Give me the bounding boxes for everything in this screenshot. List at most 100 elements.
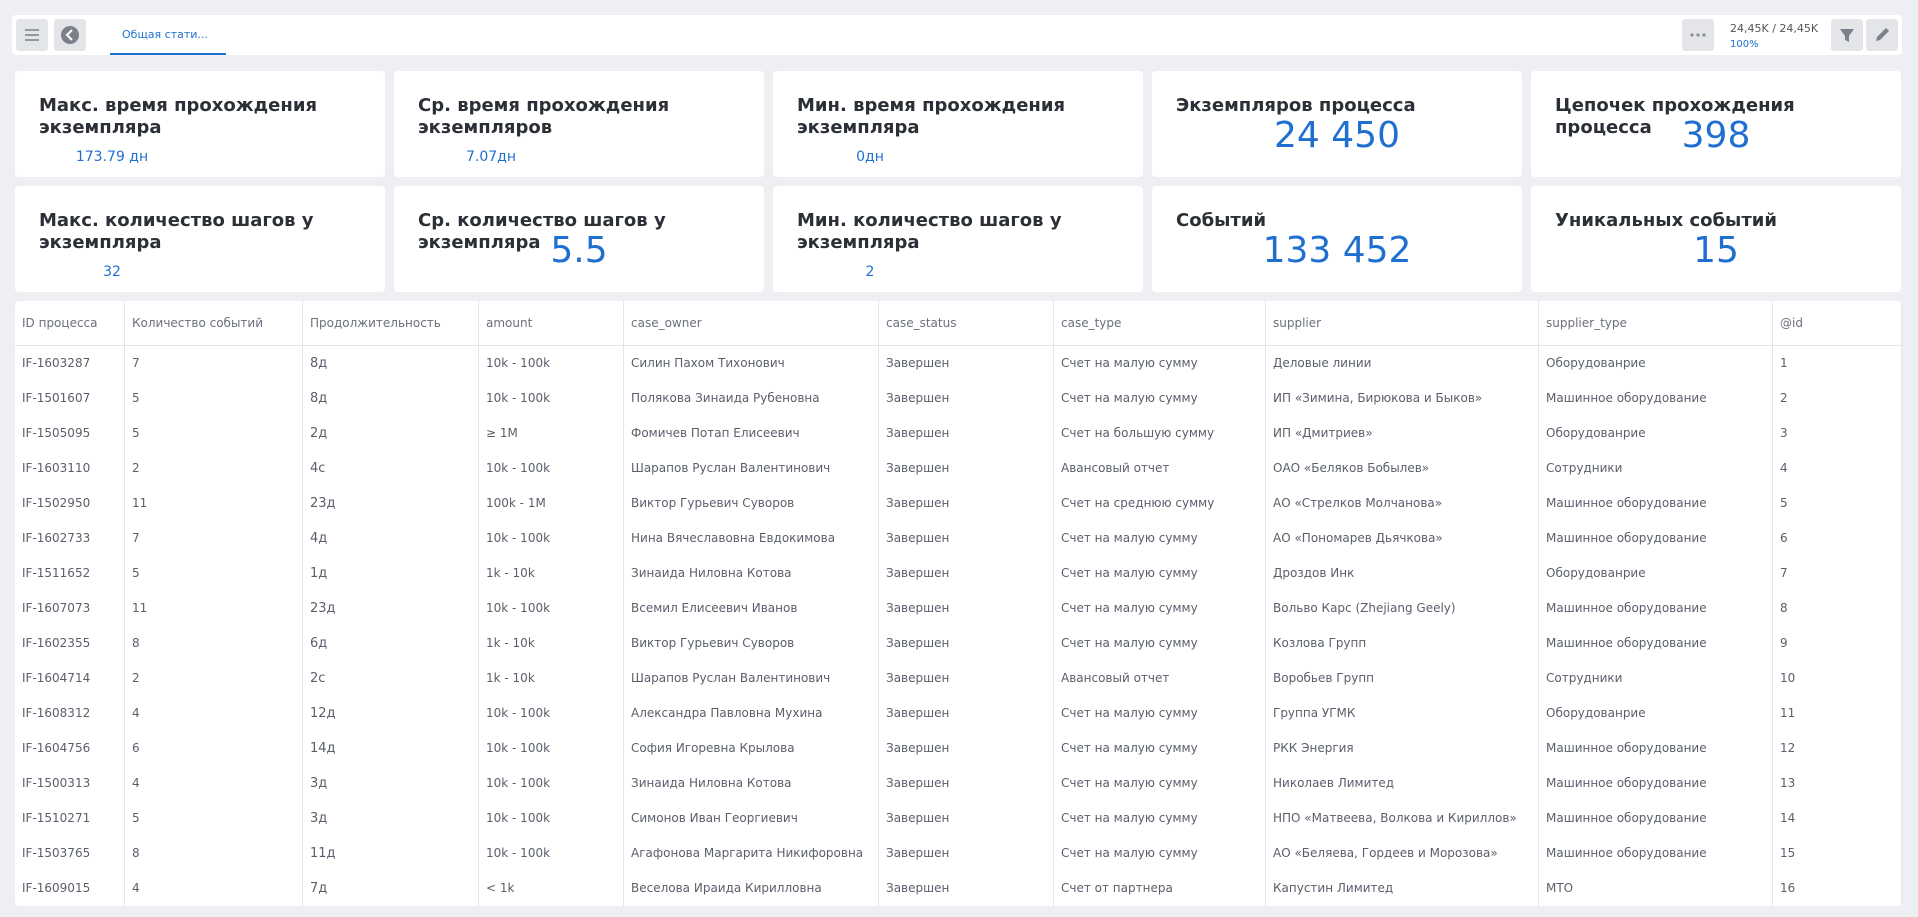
- table-cell: 23д: [303, 486, 479, 521]
- table-cell: 10k - 100k: [479, 346, 624, 381]
- counter: 24,45K / 24,45K 100%: [1722, 15, 1820, 55]
- table-cell: Завершен: [879, 836, 1054, 871]
- table-cell: Капустин Лимитед: [1266, 871, 1539, 906]
- kpi-card: Ср. время прохождения экземпляров 7.07дн: [394, 71, 764, 177]
- filter-button[interactable]: [1831, 19, 1863, 51]
- table-cell: Авансовый отчет: [1054, 661, 1266, 696]
- table-cell: Счет на среднюю сумму: [1054, 486, 1266, 521]
- table-cell: 3д: [303, 801, 479, 836]
- table-cell: Счет на малую сумму: [1054, 591, 1266, 626]
- table-cell: Машинное оборудование: [1539, 836, 1773, 871]
- table-cell: Полякова Зинаида Рубеновна: [624, 381, 879, 416]
- filter-icon: [1840, 29, 1854, 42]
- counter-percent: 100%: [1730, 39, 1759, 50]
- table-cell: Зинаида Ниловна Котова: [624, 766, 879, 801]
- table-cell: 10k - 100k: [479, 521, 624, 556]
- table-cell: Группа УГМК: [1266, 696, 1539, 731]
- edit-button[interactable]: [1866, 19, 1898, 51]
- column-header: case_status: [879, 301, 1054, 346]
- kpi-value: 2: [865, 264, 875, 280]
- more-button[interactable]: [1682, 19, 1714, 51]
- table-cell: 14д: [303, 731, 479, 766]
- table-cell: 5: [125, 556, 303, 591]
- table-cell: Счет на малую сумму: [1054, 696, 1266, 731]
- table-cell: Машинное оборудование: [1539, 381, 1773, 416]
- table-cell: 1: [1773, 346, 1902, 381]
- table-cell: Шарапов Руслан Валентинович: [624, 451, 879, 486]
- table-cell: Сотрудники: [1539, 661, 1773, 696]
- column-header: @id: [1773, 301, 1902, 346]
- table-cell: 14: [1773, 801, 1902, 836]
- table-cell: 8: [1773, 591, 1902, 626]
- table-cell: Фомичев Потап Елисеевич: [624, 416, 879, 451]
- table-cell: Завершен: [879, 591, 1054, 626]
- kpi-value: 7.07дн: [465, 149, 516, 165]
- table-cell: 10k - 100k: [479, 731, 624, 766]
- kpi-title: Экземпляров процесса: [1176, 95, 1416, 116]
- kpi-title: Мин. время прохождения экземпляра: [797, 95, 1066, 138]
- table-cell: Счет на малую сумму: [1054, 731, 1266, 766]
- table-cell: Счет на большую сумму: [1054, 416, 1266, 451]
- table-cell: Симонов Иван Георгиевич: [624, 801, 879, 836]
- table-cell: Машинное оборудование: [1539, 591, 1773, 626]
- edit-icon: [1876, 28, 1889, 41]
- kpi-title: Событий: [1176, 210, 1267, 231]
- column-header: ID процесса: [15, 301, 125, 346]
- table-cell: Оборудованрие: [1539, 696, 1773, 731]
- table-cell: АО «Беляева, Гордеев и Морозова»: [1266, 836, 1539, 871]
- table-cell: Нина Вячеславовна Евдокимова: [624, 521, 879, 556]
- table-cell: Счет на малую сумму: [1054, 766, 1266, 801]
- table-cell: IF-1609015: [15, 871, 125, 906]
- table-cell: Счет на малую сумму: [1054, 626, 1266, 661]
- back-button[interactable]: [54, 19, 86, 51]
- kpi-value: 24 450: [1274, 115, 1400, 156]
- table-cell: Деловые линии: [1266, 346, 1539, 381]
- table-cell: 4: [125, 696, 303, 731]
- menu-button[interactable]: [16, 19, 48, 51]
- table-cell: Машинное оборудование: [1539, 486, 1773, 521]
- table-cell: 5: [1773, 486, 1902, 521]
- kpi-value: 398: [1681, 115, 1751, 156]
- table-cell: Машинное оборудование: [1539, 766, 1773, 801]
- tools: [1827, 15, 1902, 55]
- table-cell: Оборудованрие: [1539, 556, 1773, 591]
- table-cell: 10k - 100k: [479, 801, 624, 836]
- table-cell: Шарапов Руслан Валентинович: [624, 661, 879, 696]
- table-cell: 8: [125, 836, 303, 871]
- table-cell: Машинное оборудование: [1539, 626, 1773, 661]
- table-cell: Силин Пахом Тихонович: [624, 346, 879, 381]
- kpi-value: 0дн: [856, 149, 884, 165]
- tab[interactable]: Общая стати...: [110, 15, 226, 55]
- table-cell: IF-1607073: [15, 591, 125, 626]
- table-cell: 9: [1773, 626, 1902, 661]
- table-cell: 3: [1773, 416, 1902, 451]
- table-cell: 2д: [303, 416, 479, 451]
- table-cell: 1k - 10k: [479, 661, 624, 696]
- table-cell: 12д: [303, 696, 479, 731]
- table-cell: IF-1604756: [15, 731, 125, 766]
- table-cell: Завершен: [879, 521, 1054, 556]
- table-cell: Счет на малую сумму: [1054, 801, 1266, 836]
- table-cell: Завершен: [879, 556, 1054, 591]
- toolbar: Общая стати...: [12, 15, 1902, 55]
- table-cell: Завершен: [879, 731, 1054, 766]
- back-icon: [61, 26, 79, 44]
- kpi-title: Цепочек прохождения процесса: [1555, 95, 1795, 138]
- table-cell: Зинаида Ниловна Котова: [624, 556, 879, 591]
- more-icon: [1690, 33, 1706, 37]
- table-cell: 1k - 10k: [479, 626, 624, 661]
- table-cell: 2: [125, 451, 303, 486]
- table-cell: 11: [125, 486, 303, 521]
- table-cell: Счет на малую сумму: [1054, 381, 1266, 416]
- table-cell: IF-1502950: [15, 486, 125, 521]
- table-cell: 10k - 100k: [479, 836, 624, 871]
- table-cell: Виктор Гурьевич Суворов: [624, 626, 879, 661]
- table-cell: Вольво Карс (Zhejiang Geely): [1266, 591, 1539, 626]
- table-cell: 11: [1773, 696, 1902, 731]
- column-header: Количество событий: [125, 301, 303, 346]
- kpi-value: 32: [103, 264, 121, 280]
- table-cell: 3д: [303, 766, 479, 801]
- table-cell: Счет на малую сумму: [1054, 521, 1266, 556]
- table-cell: 4: [125, 766, 303, 801]
- table-cell: Сотрудники: [1539, 451, 1773, 486]
